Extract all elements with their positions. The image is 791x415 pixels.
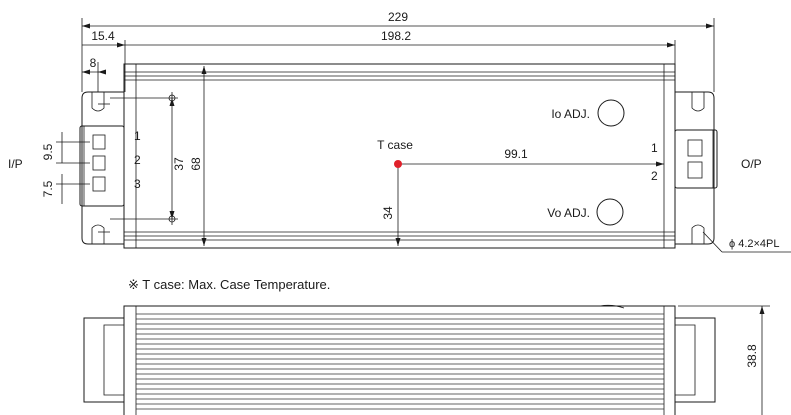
input-label: I/P [8,157,23,171]
output-pin-1: 1 [651,141,658,155]
tcase-point: T case 99.1 34 [377,138,664,246]
dim-tab-width: 8 [82,56,106,92]
dim-overall-length: 229 [81,10,715,92]
dim-terminal-pitch-2-label: 7.5 [41,180,55,197]
dim-height-label: 38.8 [745,344,759,368]
output-label: O/P [741,157,762,171]
left-mounting-flange [79,91,125,245]
dim-body-width: 68 [189,66,207,246]
io-adj-pot: Io ADJ. [551,99,625,127]
dim-overall-length-label: 229 [388,10,408,24]
output-pin-2: 2 [651,169,658,183]
input-pin-1: 1 [134,129,141,143]
dim-tcase-right-label: 99.1 [504,147,528,161]
dim-terminal-pitch: 9.5 7.5 [41,132,90,204]
heatsink-fins [136,313,664,410]
io-adj-label: Io ADJ. [551,107,590,121]
top-view: 229 198.2 15.4 8 [8,10,791,253]
vo-adj-label: Vo ADJ. [547,206,590,220]
vo-adj-pot: Vo ADJ. [547,198,624,226]
dim-height: 38.8 [678,305,770,415]
dim-body-width-label: 68 [189,157,203,171]
mounting-hole-label: ϕ 4.2×4PL [729,238,780,250]
dim-hole-spacing: 37 [110,92,186,225]
input-pin-2: 2 [134,153,141,167]
side-view: 38.8 [83,304,770,415]
mounting-hole-callout: ϕ 4.2×4PL [702,231,791,253]
tcase-marker [394,160,402,168]
dim-mounting-pitch: 198.2 15.4 [82,29,676,92]
dim-hole-spacing-label: 37 [172,157,186,171]
case-body-top [123,63,676,249]
dim-terminal-pitch-1-label: 9.5 [41,143,55,160]
dim-mounting-pitch-label: 198.2 [381,29,411,43]
dim-tcase-bottom-label: 34 [381,206,395,220]
dim-tab-width-label: 8 [90,56,97,70]
dim-end-offset-label: 15.4 [91,29,115,43]
right-mounting-flange [674,91,718,245]
input-pin-3: 3 [134,177,141,191]
tcase-label: T case [377,138,413,152]
tcase-note: ※ T case: Max. Case Temperature. [128,277,330,292]
